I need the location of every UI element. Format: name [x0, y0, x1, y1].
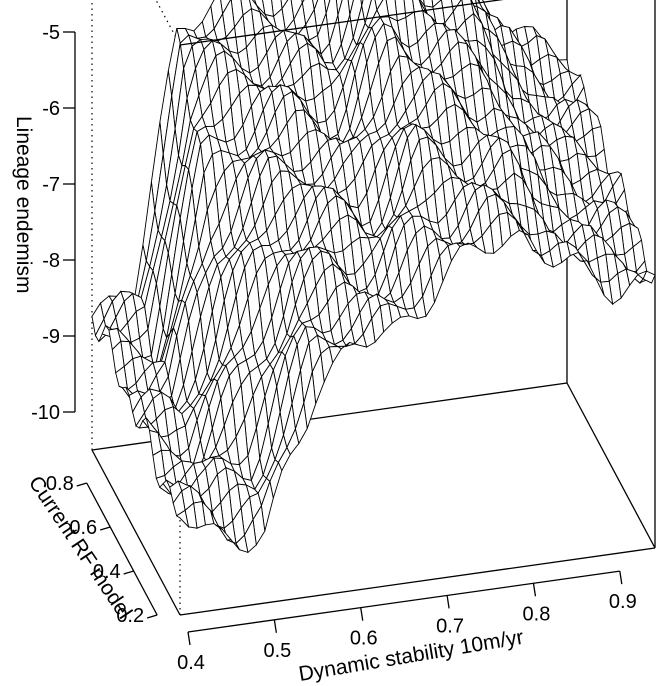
y-tick: [146, 614, 158, 619]
z-tick-label: -5: [42, 22, 60, 44]
y-tick: [100, 526, 111, 531]
x-tick: [273, 619, 278, 633]
y-tick: [123, 570, 134, 575]
y-tick: [76, 482, 87, 487]
x-axis-line: [187, 570, 620, 633]
z-axis-title: Lineage endemism: [12, 116, 35, 293]
x-tick: [532, 583, 537, 597]
x-tick-label: 0.7: [436, 615, 464, 637]
y-axis-line: [86, 482, 158, 616]
x-tick-label: 0.8: [523, 603, 551, 625]
x-tick: [360, 607, 364, 621]
x-tick-label: 0.9: [609, 591, 637, 613]
x-axis: 0.4 0.5 0.6 0.7 0.8 0.9: [177, 570, 637, 674]
box-edge: [179, 547, 656, 616]
z-tick-label: -9: [42, 326, 60, 348]
x-tick-label: 0.5: [263, 640, 291, 662]
y-tick-label: 0.6: [69, 517, 97, 539]
surface-facet: [175, 509, 190, 529]
y-tick-label: 0.8: [46, 473, 74, 495]
front-box-edges: [91, 0, 656, 616]
box-edge: [566, 382, 656, 549]
z-tick-label: -6: [42, 98, 60, 120]
z-tick-label: -7: [42, 174, 60, 196]
z-tick-label: -10: [31, 402, 60, 424]
box-edge: [91, 449, 181, 616]
x-tick: [619, 570, 623, 585]
x-tick: [446, 595, 450, 609]
x-tick: [187, 631, 191, 646]
y-axis: 0.2 0.4 0.6 0.8: [46, 473, 158, 627]
x-tick-label: 0.6: [350, 628, 378, 650]
y-tick-label: 0.2: [116, 605, 144, 627]
z-axis: -5 -6 -7 -8 -9 -10: [31, 22, 76, 424]
surface-mesh: [91, 0, 656, 554]
x-tick-label: 0.4: [177, 652, 205, 674]
box-edge: [179, 0, 504, 46]
z-tick-label: -8: [42, 250, 60, 272]
y-tick-label: 0.4: [93, 561, 121, 583]
